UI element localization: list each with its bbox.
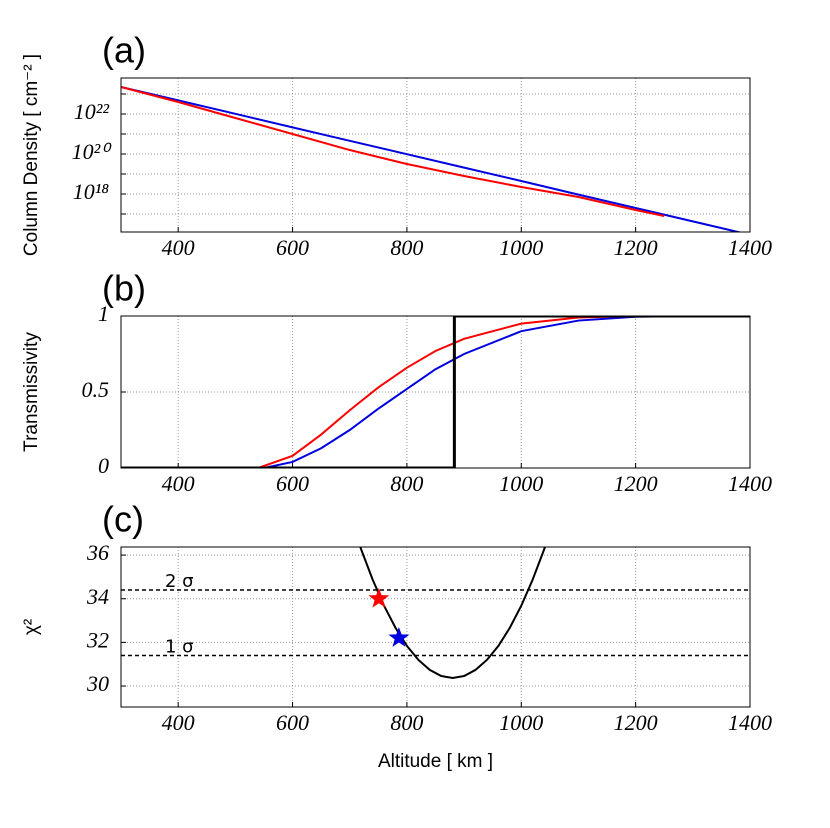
panel-label: (a): [102, 30, 146, 71]
x-tick-label: 1400: [728, 710, 772, 735]
y-axis-title: χ²: [21, 619, 42, 635]
x-tick-label: 800: [390, 471, 423, 496]
x-tick-label: 400: [162, 710, 195, 735]
x-tick-label: 800: [390, 235, 423, 260]
star-marker: [388, 627, 410, 647]
y-tick-label: 30: [86, 671, 109, 696]
x-tick-label: 400: [162, 471, 195, 496]
y-tick-label: 0: [98, 453, 109, 478]
x-tick-label: 1400: [728, 235, 772, 260]
y-tick-label: 32: [86, 627, 109, 652]
reference-label: 2 σ: [165, 571, 194, 592]
x-axis-title: Altitude [ km ]: [378, 751, 493, 772]
x-tick-label: 600: [276, 471, 309, 496]
x-tick-label: 1200: [614, 471, 658, 496]
plot-frame: [120, 77, 751, 233]
plot-area: [121, 86, 743, 232]
x-tick-label: 800: [390, 710, 423, 735]
y-tick-label: 10¹⁸: [73, 179, 110, 204]
y-tick-label: 34: [86, 584, 109, 609]
x-tick-label: 1000: [499, 235, 543, 260]
reference-label: 1 σ: [165, 636, 194, 657]
series-line: [121, 86, 743, 232]
y-tick-label: 1: [98, 301, 109, 326]
y-tick-label: 0.5: [82, 377, 110, 402]
panel-label: (c): [102, 499, 144, 540]
y-axis-title: Column Density [ cm⁻² ]: [21, 54, 42, 256]
plot-frame: [120, 315, 751, 469]
x-tick-label: 1000: [499, 710, 543, 735]
panel-label: (b): [102, 268, 146, 309]
x-tick-label: 1000: [499, 471, 543, 496]
y-axis-title: Transmissivity: [21, 332, 42, 452]
x-tick-label: 600: [276, 710, 309, 735]
series-line: [121, 316, 693, 468]
x-tick-label: 1200: [614, 710, 658, 735]
series-line: [121, 86, 665, 217]
y-tick-label: 10²⁰: [72, 139, 113, 164]
x-tick-label: 1200: [614, 235, 658, 260]
y-tick-label: 36: [86, 540, 109, 565]
x-tick-label: 400: [162, 235, 195, 260]
plot-area: [121, 547, 750, 679]
plot-area: [121, 316, 750, 468]
x-tick-label: 1400: [728, 471, 772, 496]
y-tick-label: 10²²: [74, 99, 110, 124]
x-tick-label: 600: [276, 235, 309, 260]
star-marker: [368, 587, 390, 608]
plot-frame: [120, 546, 751, 708]
series-line: [121, 316, 750, 468]
